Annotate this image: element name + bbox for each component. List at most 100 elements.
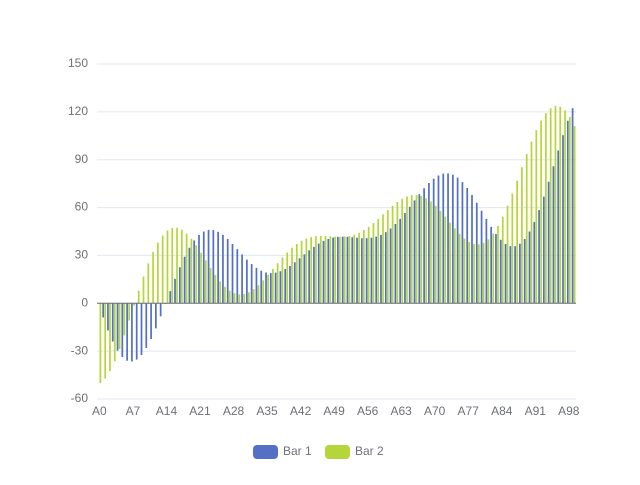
bar: [370, 237, 373, 304]
bar: [317, 243, 320, 304]
bar: [228, 290, 231, 304]
bar: [250, 264, 253, 304]
bar: [487, 239, 490, 304]
legend-swatch[interactable]: [325, 445, 350, 459]
bar: [315, 236, 317, 304]
bar: [495, 234, 497, 304]
bar: [356, 237, 358, 304]
legend-label[interactable]: Bar 1: [283, 444, 312, 458]
bar: [475, 202, 478, 304]
x-tick-label: A63: [390, 404, 412, 418]
bar: [566, 120, 569, 304]
bar: [492, 233, 495, 304]
bar: [269, 273, 272, 304]
x-tick-label: A84: [491, 404, 513, 418]
bar: [224, 286, 226, 304]
bar: [303, 254, 306, 304]
bar: [451, 174, 454, 304]
bar: [241, 254, 243, 304]
bar: [525, 153, 528, 304]
bar: [571, 108, 574, 304]
bar: [271, 268, 274, 304]
bar: [150, 303, 152, 340]
bar: [444, 216, 447, 304]
bar: [343, 236, 346, 304]
bar: [351, 237, 354, 304]
bar: [394, 224, 397, 304]
bar: [528, 231, 531, 304]
bar: [174, 278, 176, 304]
bar: [418, 194, 421, 304]
x-tick-label: A56: [357, 404, 379, 418]
bar: [477, 244, 480, 304]
bar: [428, 183, 430, 304]
bar: [473, 243, 475, 304]
bar: [178, 267, 181, 304]
bar: [322, 240, 325, 304]
bar: [193, 240, 196, 304]
bar: [195, 245, 198, 304]
y-tick-label: -60: [71, 391, 89, 405]
bar: [142, 276, 145, 304]
bar: [332, 237, 334, 304]
bar: [257, 285, 260, 304]
bar: [137, 290, 140, 304]
legend-label[interactable]: Bar 2: [355, 444, 384, 458]
bar: [362, 230, 365, 304]
bar: [391, 205, 394, 304]
bar: [267, 274, 269, 304]
bar: [324, 235, 327, 304]
bar: [274, 272, 277, 304]
bar: [430, 201, 432, 304]
bar: [248, 292, 250, 304]
bar: [463, 238, 466, 304]
bar: [313, 246, 315, 304]
bar: [126, 303, 128, 361]
bar: [319, 235, 322, 304]
bar: [131, 303, 133, 362]
x-tick-label: A70: [424, 404, 446, 418]
bar: [128, 303, 131, 321]
bar: [471, 194, 473, 304]
bar: [396, 201, 399, 304]
bar: [454, 228, 456, 304]
bar: [542, 196, 545, 304]
bar: [458, 233, 461, 304]
bar: [204, 260, 207, 304]
bar: [545, 113, 547, 304]
y-tick-label: -30: [71, 343, 89, 357]
bar: [382, 214, 384, 304]
bar: [480, 210, 483, 304]
bar: [499, 239, 502, 304]
bar: [102, 303, 105, 318]
bar: [519, 243, 521, 304]
bar: [509, 246, 512, 304]
legend-swatch[interactable]: [253, 445, 278, 459]
bar: [514, 246, 516, 304]
bar: [222, 234, 224, 304]
bar: [305, 238, 308, 304]
bar: [401, 198, 404, 304]
bar: [554, 105, 557, 304]
bar: [511, 193, 514, 304]
bar: [549, 108, 552, 304]
bar: [535, 130, 538, 304]
bar: [365, 238, 368, 304]
bar: [337, 236, 339, 304]
bar: [276, 263, 279, 304]
bar: [260, 270, 263, 304]
y-tick-label: 120: [68, 104, 88, 118]
bar: [289, 265, 291, 304]
bar: [358, 232, 360, 304]
bar: [406, 196, 408, 304]
bar: [367, 226, 370, 304]
y-tick-label: 0: [81, 295, 88, 309]
bar: [521, 167, 523, 304]
bar: [286, 252, 289, 304]
bar: [420, 195, 423, 304]
x-tick-label: A49: [323, 404, 345, 418]
bar: [281, 257, 284, 304]
bar: [133, 303, 135, 306]
bar: [327, 238, 330, 304]
